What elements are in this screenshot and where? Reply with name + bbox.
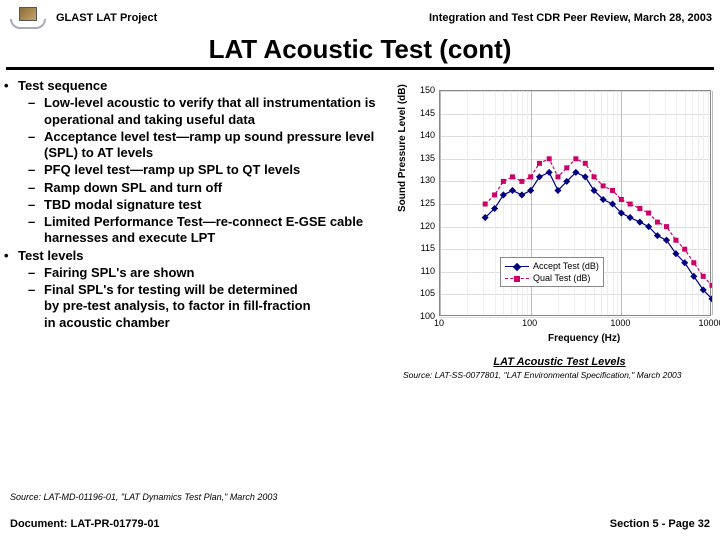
bullet-level-2: –Ramp down SPL and turn off (4, 180, 399, 196)
bullet-level-2: –Acceptance level test—ramp up sound pre… (4, 129, 399, 162)
y-tick: 125 (420, 198, 435, 208)
slide-source: Source: LAT-MD-01196-01, "LAT Dynamics T… (10, 492, 277, 502)
chart-plot-area: Accept Test (dB)Qual Test (dB) (439, 90, 711, 316)
title-rule (6, 67, 714, 70)
y-tick: 105 (420, 288, 435, 298)
chart-caption: LAT Acoustic Test Levels (403, 356, 716, 368)
chart-container: Sound Pressure Level (dB) Acoustic Loadi… (403, 82, 713, 342)
bullet-level-2: –Limited Performance Test—re-connect E-G… (4, 214, 399, 247)
project-logo (8, 4, 48, 32)
footer-page: Section 5 - Page 32 (610, 518, 710, 530)
y-tick: 120 (420, 221, 435, 231)
header-meeting: Integration and Test CDR Peer Review, Ma… (429, 12, 712, 24)
y-tick: 100 (420, 311, 435, 321)
chart-x-axis-label: Frequency (Hz) (548, 333, 620, 344)
slide-footer: Document: LAT-PR-01779-01 Section 5 - Pa… (10, 518, 710, 530)
x-tick: 100 (522, 318, 537, 328)
bullet-level-1: •Test levels (4, 248, 399, 264)
y-tick: 110 (421, 266, 435, 276)
bullet-level-2: –Final SPL's for testing will be determi… (4, 282, 399, 331)
header-project: GLAST LAT Project (56, 12, 157, 24)
x-tick: 1000 (610, 318, 630, 328)
chart-column: Sound Pressure Level (dB) Acoustic Loadi… (399, 78, 716, 380)
y-tick: 145 (420, 108, 435, 118)
y-tick: 140 (420, 130, 435, 140)
bullet-level-2: –TBD modal signature test (4, 197, 399, 213)
chart-legend: Accept Test (dB)Qual Test (dB) (500, 257, 604, 287)
y-tick: 135 (420, 153, 435, 163)
y-tick: 115 (421, 243, 435, 253)
chart-source: Source: LAT-SS-0077801, "LAT Environment… (403, 370, 716, 380)
bullet-level-2: –PFQ level test—ramp up SPL to QT levels (4, 162, 399, 178)
content-area: •Test sequence–Low-level acoustic to ver… (0, 78, 720, 380)
chart-y-axis-label: Sound Pressure Level (dB) (397, 84, 408, 212)
bullet-level-1: •Test sequence (4, 78, 399, 94)
y-tick: 150 (420, 85, 435, 95)
x-tick: 10000 (698, 318, 720, 328)
bullet-level-2: –Low-level acoustic to verify that all i… (4, 95, 399, 128)
footer-document: Document: LAT-PR-01779-01 (10, 518, 160, 530)
slide-title: LAT Acoustic Test (cont) (0, 34, 720, 65)
bullet-level-2: –Fairing SPL's are shown (4, 265, 399, 281)
x-tick: 10 (434, 318, 444, 328)
bullet-column: •Test sequence–Low-level acoustic to ver… (4, 78, 399, 380)
y-tick: 130 (420, 175, 435, 185)
slide-header: GLAST LAT Project Integration and Test C… (0, 0, 720, 32)
